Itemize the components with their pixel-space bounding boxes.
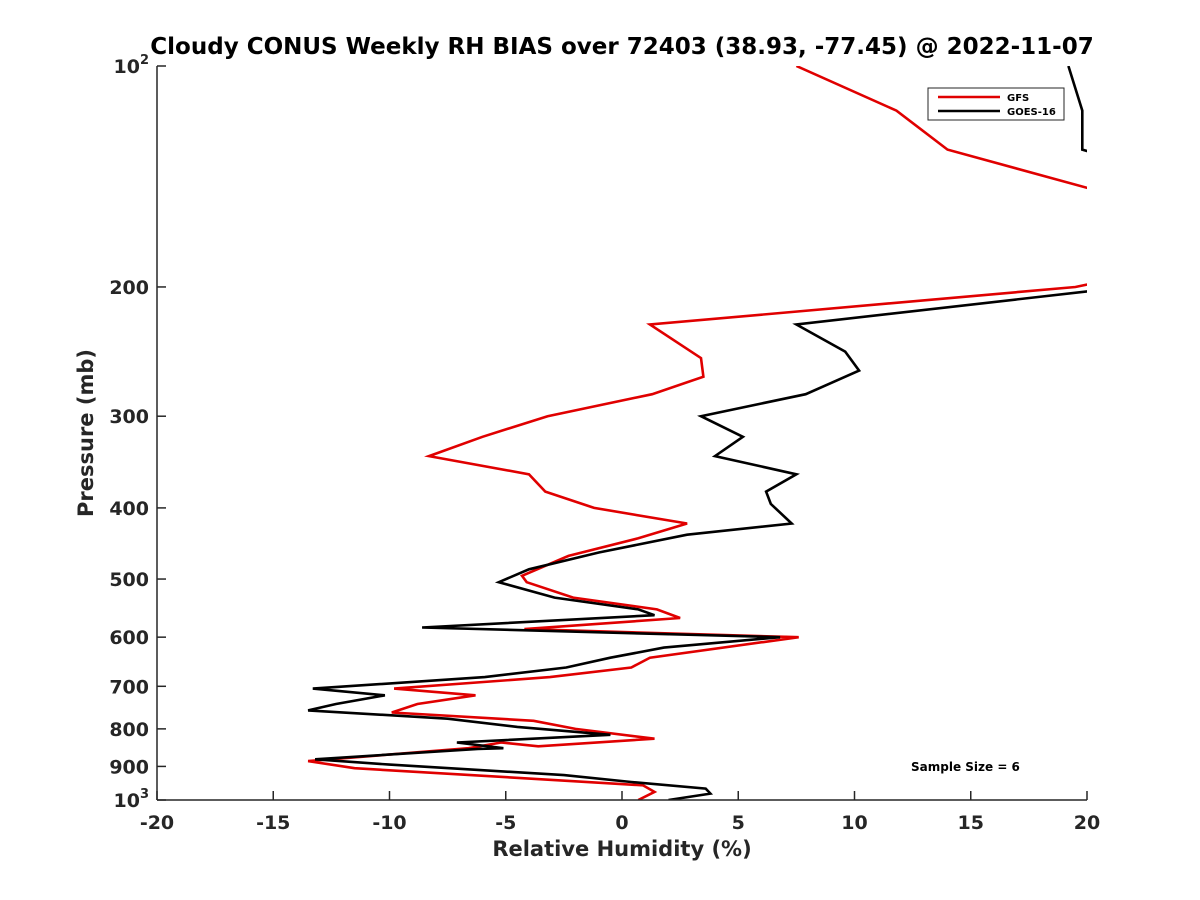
sample-size-annotation: Sample Size = 6 [911,760,1020,774]
y-tick-label: 800 [109,719,149,741]
y-tick-label: 900 [109,756,149,778]
series-layer [307,66,1087,800]
x-tick-label: -10 [372,812,406,834]
x-tick-label: -5 [495,812,516,834]
x-tick-label: 5 [732,812,745,834]
y-tick-label: 200 [109,277,149,299]
x-tick-label: 15 [958,812,984,834]
axes-layer [156,66,1087,801]
y-tick-label: 300 [109,406,149,428]
y-tick-label: 400 [109,498,149,520]
y-axis-label: Pressure (mb) [74,349,98,517]
y-tick-label: 102 [114,53,150,78]
x-tick-label: -20 [140,812,174,834]
legend-label-goes16: GOES-16 [1007,107,1056,118]
x-tick-label: 0 [615,812,628,834]
x-tick-label: 20 [1074,812,1100,834]
chart-title: Cloudy CONUS Weekly RH BIAS over 72403 (… [150,34,1093,60]
y-tick-label: 500 [109,569,149,591]
y-tick-label: 700 [109,676,149,698]
legend-box [927,87,1065,121]
ticks-layer: -20 -15 -10 -5 0 5 10 15 20 102 200 300 400 500 600 700… [109,53,1100,834]
y-tick-label: 600 [109,627,149,649]
series-line-goes16 [307,66,1087,800]
series-line-gfs [307,66,1087,800]
x-axis-label: Relative Humidity (%) [492,837,751,861]
y-tick-label: 103 [114,787,150,812]
legend: GFS GOES-16 [927,87,1065,121]
x-tick-label: -15 [256,812,290,834]
x-tick-label: 10 [841,812,867,834]
legend-label-gfs: GFS [1007,93,1029,104]
